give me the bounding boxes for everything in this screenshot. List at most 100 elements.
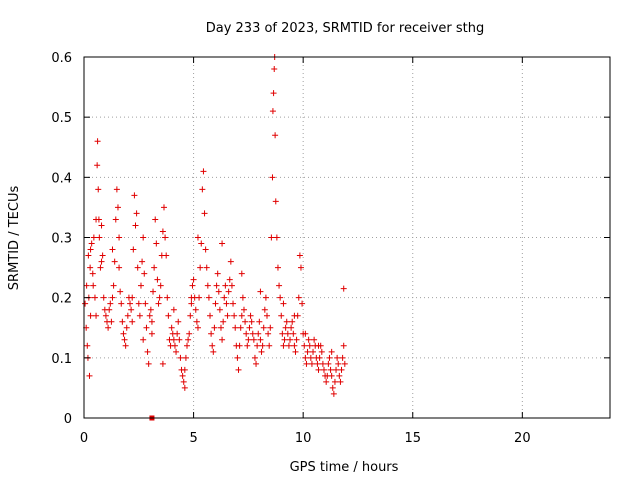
- x-tick-label: 10: [295, 431, 312, 446]
- data-point: [273, 234, 280, 241]
- data-point: [231, 312, 238, 319]
- data-point: [179, 372, 186, 379]
- data-point: [148, 330, 155, 337]
- data-point: [230, 300, 237, 307]
- data-point: [306, 342, 313, 349]
- data-point: [269, 108, 276, 115]
- data-point: [181, 384, 188, 391]
- data-point: [316, 354, 323, 361]
- data-point: [270, 90, 277, 97]
- data-point: [301, 342, 308, 349]
- data-point: [242, 318, 249, 325]
- data-point: [182, 354, 189, 361]
- data-point: [116, 264, 123, 271]
- data-point: [197, 264, 204, 271]
- data-point: [219, 240, 226, 247]
- data-point: [207, 312, 214, 319]
- data-point: [335, 360, 342, 367]
- data-point: [188, 300, 195, 307]
- data-point: [212, 300, 219, 307]
- data-point: [315, 366, 322, 373]
- data-point: [145, 360, 152, 367]
- data-point: [267, 324, 274, 331]
- x-tick-label: 20: [514, 431, 531, 446]
- y-tick-label: 0.5: [51, 111, 72, 126]
- data-point: [341, 360, 348, 367]
- data-point: [127, 300, 134, 307]
- data-point: [162, 234, 169, 241]
- data-point: [198, 240, 205, 247]
- data-point: [225, 288, 232, 295]
- data-point: [283, 318, 290, 325]
- data-point: [244, 342, 251, 349]
- data-point: [159, 228, 166, 235]
- data-point: [91, 294, 98, 301]
- data-point: [331, 378, 338, 385]
- data-point: [170, 306, 177, 313]
- data-point: [315, 342, 322, 349]
- data-point: [156, 294, 163, 301]
- data-point: [215, 288, 222, 295]
- data-point: [222, 282, 229, 289]
- data-point: [253, 360, 260, 367]
- data-point: [188, 294, 195, 301]
- data-point: [82, 300, 89, 307]
- data-point: [134, 264, 141, 271]
- data-point: [258, 348, 265, 355]
- x-axis-label: GPS time / hours: [290, 460, 399, 475]
- data-point: [248, 318, 255, 325]
- data-point: [177, 354, 184, 361]
- data-point: [147, 306, 154, 313]
- data-point: [102, 312, 109, 319]
- data-point: [319, 360, 326, 367]
- data-point: [293, 336, 300, 343]
- data-point: [260, 324, 267, 331]
- data-point: [122, 342, 129, 349]
- data-point: [85, 252, 92, 259]
- data-point: [171, 342, 178, 349]
- data-point: [259, 342, 266, 349]
- data-point: [187, 312, 194, 319]
- data-point: [308, 360, 315, 367]
- data-point: [107, 300, 114, 307]
- data-point: [323, 378, 330, 385]
- data-point: [140, 336, 147, 343]
- data-point: [282, 324, 289, 331]
- data-point: [93, 216, 100, 223]
- data-point: [153, 240, 160, 247]
- data-point: [329, 384, 336, 391]
- data-point: [196, 294, 203, 301]
- data-point: [328, 372, 335, 379]
- data-point: [84, 342, 91, 349]
- data-point: [152, 216, 159, 223]
- data-point: [135, 300, 142, 307]
- data-point: [95, 186, 102, 193]
- data-point: [199, 186, 206, 193]
- axis-ticks: 0 0.1 0.2 0.3 0.4 0.5 0.6 0 5 10 15 20: [51, 51, 610, 446]
- data-point: [108, 318, 115, 325]
- data-point: [240, 306, 247, 313]
- data-point: [181, 366, 188, 373]
- data-point: [272, 198, 279, 205]
- data-point: [133, 210, 140, 217]
- data-point: [184, 342, 191, 349]
- data-point: [238, 270, 245, 277]
- data-point: [264, 312, 271, 319]
- data-point: [334, 354, 341, 361]
- data-point: [159, 360, 166, 367]
- data-point: [254, 342, 261, 349]
- data-point: [269, 174, 276, 181]
- y-tick-label: 0.4: [51, 171, 72, 186]
- data-point: [337, 378, 344, 385]
- data-point: [249, 330, 256, 337]
- data-point: [320, 366, 327, 373]
- data-point: [204, 282, 211, 289]
- data-point: [113, 186, 120, 193]
- data-point: [87, 246, 94, 253]
- data-point: [200, 168, 207, 175]
- y-tick-label: 0.1: [51, 352, 72, 367]
- data-point: [99, 252, 106, 259]
- data-point: [257, 288, 264, 295]
- data-point: [190, 276, 197, 283]
- data-point: [336, 372, 343, 379]
